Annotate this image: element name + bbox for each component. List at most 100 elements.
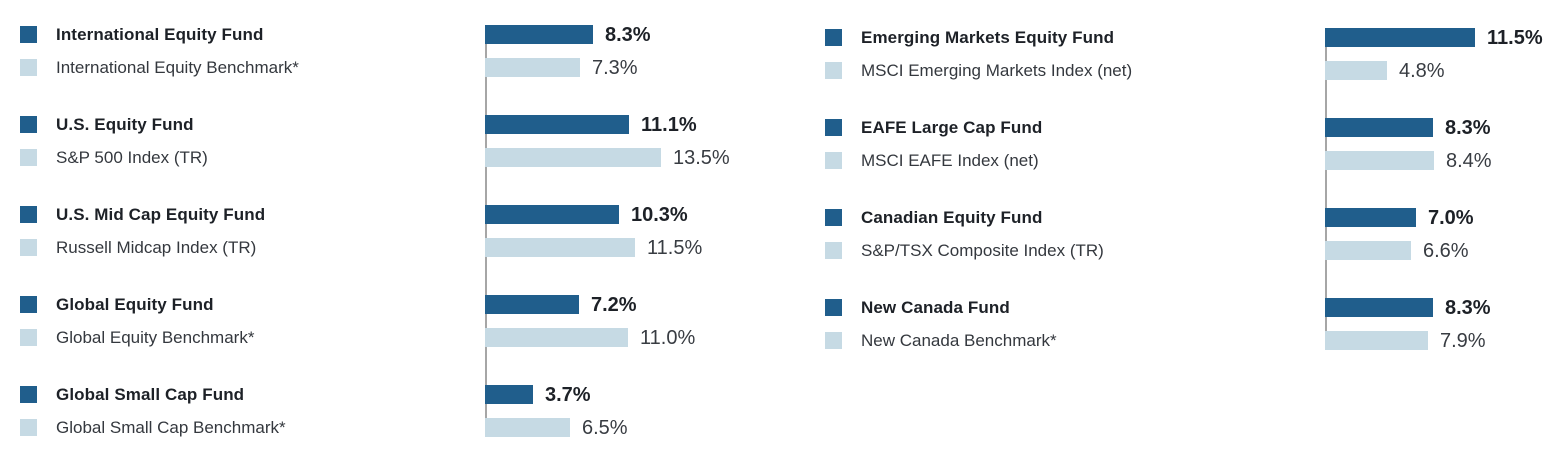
- benchmark-label-cell: International Equity Benchmark*: [20, 58, 485, 78]
- benchmark-label-cell: New Canada Benchmark*: [825, 331, 1325, 351]
- fund-value-label: 8.3%: [605, 23, 651, 46]
- benchmark-legend-swatch: [20, 59, 37, 76]
- benchmark-name: Global Equity Benchmark*: [56, 327, 255, 347]
- benchmark-name: S&P 500 Index (TR): [56, 147, 208, 167]
- benchmark-bar-cell: 6.6%: [1325, 241, 1550, 261]
- benchmark-row: MSCI Emerging Markets Index (net) 4.8%: [825, 61, 1550, 81]
- fund-label-cell: Global Equity Fund: [20, 295, 485, 315]
- benchmark-label-cell: Russell Midcap Index (TR): [20, 238, 485, 258]
- fund-row: U.S. Equity Fund 11.1%: [20, 113, 742, 136]
- benchmark-legend-swatch: [825, 242, 842, 259]
- fund-bar: [485, 295, 579, 314]
- fund-benchmark-group: Global Small Cap Fund 3.7% Global Small …: [20, 385, 742, 438]
- fund-row: Global Small Cap Fund 3.7%: [20, 385, 742, 405]
- fund-benchmark-group: New Canada Fund 8.3% New Canada Benchmar…: [825, 297, 1550, 351]
- benchmark-legend-swatch: [825, 152, 842, 169]
- fund-row: International Equity Fund 8.3%: [20, 24, 742, 45]
- fund-value-label: 8.3%: [1445, 116, 1491, 139]
- benchmark-row: Global Equity Benchmark* 11.0%: [20, 328, 742, 348]
- benchmark-bar-cell: 7.9%: [1325, 331, 1550, 351]
- benchmark-value-label: 4.8%: [1399, 59, 1445, 82]
- benchmark-bar-cell: 7.3%: [485, 58, 742, 78]
- fund-bar: [1325, 28, 1475, 47]
- fund-bar-cell: 8.3%: [485, 25, 742, 45]
- benchmark-row: Global Small Cap Benchmark* 6.5%: [20, 418, 742, 438]
- benchmark-row: International Equity Benchmark* 7.3%: [20, 58, 742, 78]
- fund-label-cell: Global Small Cap Fund: [20, 385, 485, 405]
- benchmark-row: S&P 500 Index (TR) 13.5%: [20, 148, 742, 168]
- benchmark-legend-swatch: [20, 239, 37, 256]
- fund-benchmark-group: Global Equity Fund 7.2% Global Equity Be…: [20, 295, 742, 348]
- benchmark-bar: [485, 148, 661, 167]
- fund-value-label: 7.2%: [591, 293, 637, 316]
- fund-row: New Canada Fund 8.3%: [825, 297, 1550, 318]
- benchmark-bar-cell: 4.8%: [1325, 61, 1550, 81]
- fund-benchmark-group: EAFE Large Cap Fund 8.3% MSCI EAFE Index…: [825, 116, 1550, 171]
- fund-row: Global Equity Fund 7.2%: [20, 295, 742, 315]
- fund-bar-cell: 7.0%: [1325, 208, 1550, 228]
- fund-bar: [485, 205, 619, 224]
- fund-bar: [485, 25, 593, 44]
- benchmark-bar: [485, 418, 570, 437]
- benchmark-value-label: 7.9%: [1440, 329, 1486, 352]
- fund-bar-cell: 3.7%: [485, 385, 742, 405]
- fund-label-cell: U.S. Mid Cap Equity Fund: [20, 205, 485, 225]
- benchmark-value-label: 6.5%: [582, 416, 628, 439]
- fund-name: U.S. Mid Cap Equity Fund: [56, 204, 266, 224]
- benchmark-row: Russell Midcap Index (TR) 11.5%: [20, 238, 742, 258]
- chart-column-right: Emerging Markets Equity Fund 11.5% MSCI …: [825, 25, 1550, 351]
- fund-bar: [1325, 298, 1433, 317]
- fund-benchmark-group: U.S. Mid Cap Equity Fund 10.3% Russell M…: [20, 205, 742, 258]
- benchmark-bar-cell: 13.5%: [485, 148, 742, 168]
- fund-value-label: 11.1%: [641, 113, 697, 136]
- benchmark-value-label: 7.3%: [592, 56, 638, 79]
- fund-bar: [1325, 208, 1416, 227]
- fund-name: International Equity Fund: [56, 24, 264, 44]
- fund-name: U.S. Equity Fund: [56, 114, 194, 134]
- fund-row: EAFE Large Cap Fund 8.3%: [825, 116, 1550, 139]
- benchmark-bar: [1325, 61, 1387, 80]
- fund-bar-cell: 7.2%: [485, 295, 742, 315]
- benchmark-value-label: 6.6%: [1423, 239, 1469, 262]
- benchmark-bar: [1325, 331, 1428, 350]
- fund-row: U.S. Mid Cap Equity Fund 10.3%: [20, 205, 742, 225]
- fund-name: New Canada Fund: [861, 297, 1010, 317]
- benchmark-bar: [1325, 151, 1434, 170]
- benchmark-legend-swatch: [20, 329, 37, 346]
- benchmark-legend-swatch: [20, 149, 37, 166]
- benchmark-name: New Canada Benchmark*: [861, 330, 1057, 350]
- fund-row: Emerging Markets Equity Fund 11.5%: [825, 26, 1550, 49]
- benchmark-row: New Canada Benchmark* 7.9%: [825, 331, 1550, 351]
- benchmark-label-cell: Global Equity Benchmark*: [20, 328, 485, 348]
- benchmark-row: S&P/TSX Composite Index (TR) 6.6%: [825, 240, 1550, 261]
- fund-benchmark-group: International Equity Fund 8.3% Internati…: [20, 24, 742, 78]
- benchmark-label-cell: Global Small Cap Benchmark*: [20, 418, 485, 438]
- fund-row: Canadian Equity Fund 7.0%: [825, 208, 1550, 228]
- fund-legend-swatch: [20, 296, 37, 313]
- fund-label-cell: Emerging Markets Equity Fund: [825, 28, 1325, 48]
- fund-bar: [485, 115, 629, 134]
- benchmark-bar-cell: 8.4%: [1325, 151, 1550, 171]
- fund-legend-swatch: [825, 119, 842, 136]
- axis-baseline-left: [485, 25, 487, 431]
- benchmark-label-cell: MSCI Emerging Markets Index (net): [825, 61, 1325, 81]
- fund-label-cell: EAFE Large Cap Fund: [825, 118, 1325, 138]
- fund-legend-swatch: [825, 29, 842, 46]
- benchmark-label-cell: MSCI EAFE Index (net): [825, 151, 1325, 171]
- benchmark-bar-cell: 11.0%: [485, 328, 742, 348]
- fund-name: Emerging Markets Equity Fund: [861, 27, 1115, 47]
- fund-legend-swatch: [20, 386, 37, 403]
- chart-column-left: International Equity Fund 8.3% Internati…: [20, 24, 742, 438]
- axis-baseline-right: [1325, 28, 1327, 350]
- benchmark-value-label: 8.4%: [1446, 149, 1492, 172]
- fund-legend-swatch: [825, 299, 842, 316]
- benchmark-bar: [485, 58, 580, 77]
- benchmark-name: S&P/TSX Composite Index (TR): [861, 240, 1104, 260]
- benchmark-label-cell: S&P 500 Index (TR): [20, 148, 485, 168]
- fund-bar: [1325, 118, 1433, 137]
- benchmark-bar-cell: 6.5%: [485, 418, 742, 438]
- benchmark-name: Global Small Cap Benchmark*: [56, 417, 286, 437]
- fund-benchmark-group: Emerging Markets Equity Fund 11.5% MSCI …: [825, 26, 1550, 81]
- benchmark-legend-swatch: [825, 62, 842, 79]
- fund-value-label: 11.5%: [1487, 26, 1543, 49]
